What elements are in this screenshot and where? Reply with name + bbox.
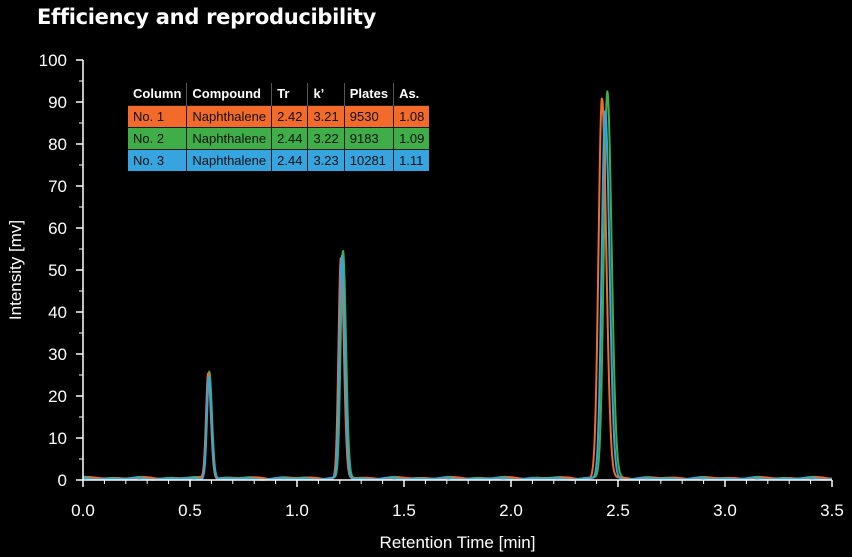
table-cell: No. 2 xyxy=(128,127,187,150)
y-axis-title: Intensity [mv] xyxy=(6,220,25,320)
table-cell: Naphthalene xyxy=(186,105,272,128)
table-cell: 2.44 xyxy=(271,149,308,171)
x-tick-label: 0.5 xyxy=(178,501,202,520)
table-row: No. 2 Naphthalene 2.44 3.22 9183 1.09 xyxy=(128,127,430,150)
y-tick-label: 60 xyxy=(48,219,67,238)
x-tick-label: 2.5 xyxy=(606,501,630,520)
series-line-no-1 xyxy=(82,97,833,481)
table-cell: No. 3 xyxy=(128,149,187,171)
results-table-body: No. 1 Naphthalene 2.42 3.21 9530 1.08 No. 2 Nap… xyxy=(128,105,430,171)
table-cell: 3.22 xyxy=(307,127,345,150)
table-cell: Naphthalene xyxy=(186,149,272,171)
x-axis-title: Retention Time [min] xyxy=(380,533,536,552)
y-tick-label: 30 xyxy=(48,345,67,364)
x-tick-label: 3.0 xyxy=(713,501,737,520)
table-header-cell: As. xyxy=(393,83,430,106)
table-row: No. 1 Naphthalene 2.42 3.21 9530 1.08 xyxy=(128,105,430,128)
x-tick-label: 1.5 xyxy=(392,501,416,520)
y-tick-label: 100 xyxy=(39,51,67,70)
x-tick-label: 0.0 xyxy=(71,501,95,520)
y-tick-label: 50 xyxy=(48,261,67,280)
table-cell: 2.44 xyxy=(271,127,308,150)
y-tick-label: 0 xyxy=(58,471,67,490)
table-cell: 9183 xyxy=(343,127,394,150)
table-cell: No. 1 xyxy=(128,105,187,128)
y-tick-label: 40 xyxy=(48,303,67,322)
table-header-cell: Tr xyxy=(271,83,308,106)
y-tick-label: 20 xyxy=(48,387,67,406)
table-cell: Naphthalene xyxy=(186,127,272,150)
results-table: Column Compound Tr k’ Plates As. No. 1 Naphtha… xyxy=(128,83,430,171)
table-header-cell: Compound xyxy=(186,83,272,106)
x-tick-label: 1.0 xyxy=(285,501,309,520)
x-tick-label: 3.5 xyxy=(820,501,844,520)
y-axis-ticks: 0 10 20 30 40 50 60 70 80 90 100 xyxy=(39,51,83,490)
x-axis-ticks: 0.0 0.5 1.0 1.5 2.0 2.5 3.0 3.5 xyxy=(71,480,844,520)
y-tick-label: 90 xyxy=(48,93,67,112)
table-row: No. 3 Naphthalene 2.44 3.23 10281 1.11 xyxy=(128,149,430,171)
table-header-cell: Plates xyxy=(343,83,394,106)
table-header-cell: Column xyxy=(128,83,187,106)
table-cell: 1.08 xyxy=(393,105,430,128)
results-table-header: Column Compound Tr k’ Plates As. xyxy=(128,83,430,106)
table-cell: 3.23 xyxy=(307,149,345,171)
table-cell: 1.09 xyxy=(393,127,430,150)
x-tick-label: 2.0 xyxy=(499,501,523,520)
chart-title: Efficiency and reproducibility xyxy=(37,5,376,29)
table-cell: 2.42 xyxy=(271,105,308,128)
table-cell: 10281 xyxy=(343,149,394,171)
y-tick-label: 80 xyxy=(48,135,67,154)
table-header-cell: k’ xyxy=(307,83,345,106)
y-tick-label: 70 xyxy=(48,177,67,196)
y-tick-label: 10 xyxy=(48,429,67,448)
table-cell: 3.21 xyxy=(307,105,345,128)
table-cell: 9530 xyxy=(343,105,394,128)
table-cell: 1.11 xyxy=(393,149,430,171)
